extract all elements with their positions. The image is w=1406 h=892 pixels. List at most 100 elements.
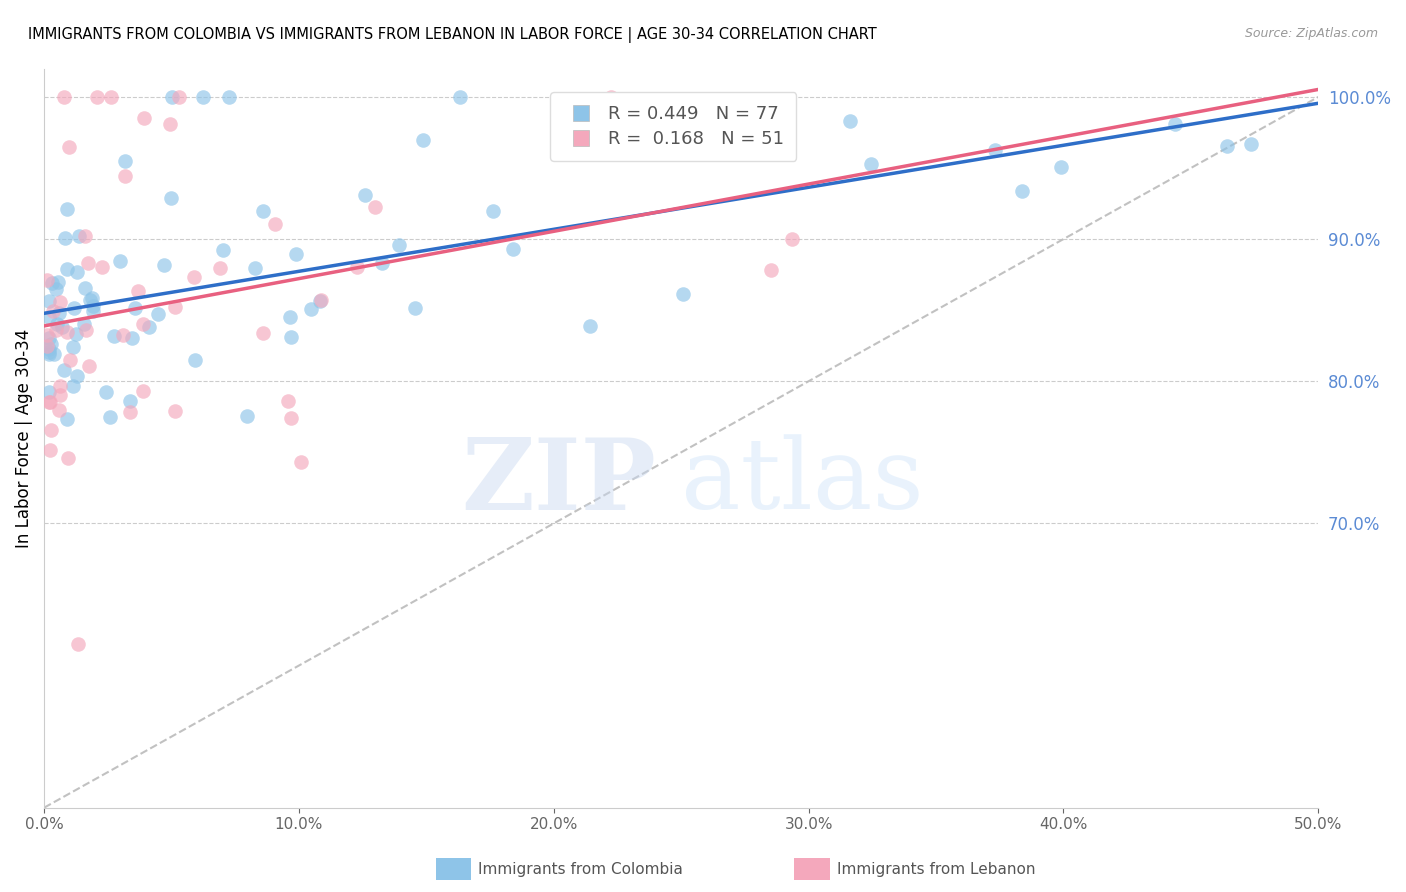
Point	[41, 336, 63, 351]
Point	[112, 328, 135, 343]
Point	[82, 303, 104, 318]
Point	[759, 263, 782, 277]
Point	[108, 254, 131, 268]
Text: ZIP: ZIP	[461, 434, 655, 531]
Point	[209, 260, 232, 275]
Point	[48, 306, 70, 320]
Point	[58, 140, 80, 154]
Point	[51, 319, 73, 334]
Text: Immigrants from Colombia: Immigrants from Colombia	[478, 863, 683, 877]
Point	[671, 147, 693, 161]
Point	[280, 411, 302, 425]
Point	[98, 409, 121, 424]
Point	[35, 272, 58, 286]
Point	[118, 405, 141, 419]
Point	[124, 301, 146, 315]
Point	[41, 303, 63, 318]
Point	[671, 287, 693, 301]
Point	[75, 322, 97, 336]
Point	[53, 231, 76, 245]
Point	[165, 404, 187, 418]
Point	[1050, 160, 1073, 174]
Point	[45, 323, 67, 337]
Point	[48, 295, 70, 310]
Point	[132, 384, 155, 398]
Point	[1163, 116, 1185, 130]
Point	[1240, 137, 1263, 152]
Point	[56, 325, 79, 339]
Point	[364, 201, 387, 215]
Point	[308, 293, 330, 308]
Point	[346, 260, 368, 274]
Point	[579, 318, 602, 333]
Point	[191, 90, 214, 104]
Point	[82, 299, 104, 313]
Point	[77, 359, 100, 374]
Point	[62, 379, 84, 393]
Point	[66, 369, 89, 384]
Point	[66, 264, 89, 278]
Point	[153, 258, 176, 272]
Point	[38, 345, 60, 359]
Point	[86, 90, 108, 104]
Point	[45, 317, 67, 331]
Point	[218, 90, 240, 104]
Point	[96, 384, 118, 399]
Point	[309, 293, 332, 308]
Legend: R = 0.449   N = 77, R =  0.168   N = 51: R = 0.449 N = 77, R = 0.168 N = 51	[550, 93, 796, 161]
Text: Immigrants from Lebanon: Immigrants from Lebanon	[837, 863, 1035, 877]
Point	[159, 117, 181, 131]
Point	[49, 378, 72, 392]
Point	[38, 310, 60, 325]
Point	[73, 280, 96, 294]
Point	[127, 284, 149, 298]
Point	[56, 412, 79, 426]
Point	[65, 327, 87, 342]
Point	[73, 317, 96, 331]
Point	[252, 326, 274, 341]
Point	[52, 363, 75, 377]
Point	[160, 191, 183, 205]
Point	[984, 144, 1007, 158]
Point	[66, 637, 89, 651]
Point	[38, 331, 60, 345]
Point	[163, 300, 186, 314]
Point	[38, 294, 60, 309]
Point	[79, 293, 101, 308]
Point	[46, 275, 69, 289]
Point	[118, 394, 141, 409]
Point	[567, 129, 589, 144]
Point	[82, 291, 104, 305]
Point	[63, 301, 86, 316]
Point	[100, 90, 122, 104]
Point	[235, 409, 257, 423]
Point	[134, 111, 156, 125]
Point	[39, 443, 62, 458]
Point	[77, 256, 100, 270]
Point	[37, 328, 59, 343]
Point	[38, 347, 60, 361]
Point	[412, 133, 434, 147]
Point	[252, 203, 274, 218]
Point	[52, 90, 75, 104]
Point	[55, 202, 77, 216]
Point	[62, 340, 84, 354]
Point	[138, 319, 160, 334]
Point	[59, 352, 82, 367]
Point	[42, 346, 65, 360]
Point	[49, 388, 72, 402]
Point	[35, 339, 58, 353]
Point	[58, 450, 80, 465]
Text: atlas: atlas	[681, 434, 924, 531]
Point	[264, 217, 287, 231]
Point	[56, 262, 79, 277]
Point	[600, 90, 623, 104]
Point	[67, 229, 90, 244]
Point	[277, 394, 299, 409]
Point	[301, 301, 323, 316]
Point	[449, 90, 471, 104]
Point	[38, 342, 60, 356]
Point	[73, 229, 96, 244]
Point	[38, 395, 60, 409]
Point	[371, 256, 394, 270]
